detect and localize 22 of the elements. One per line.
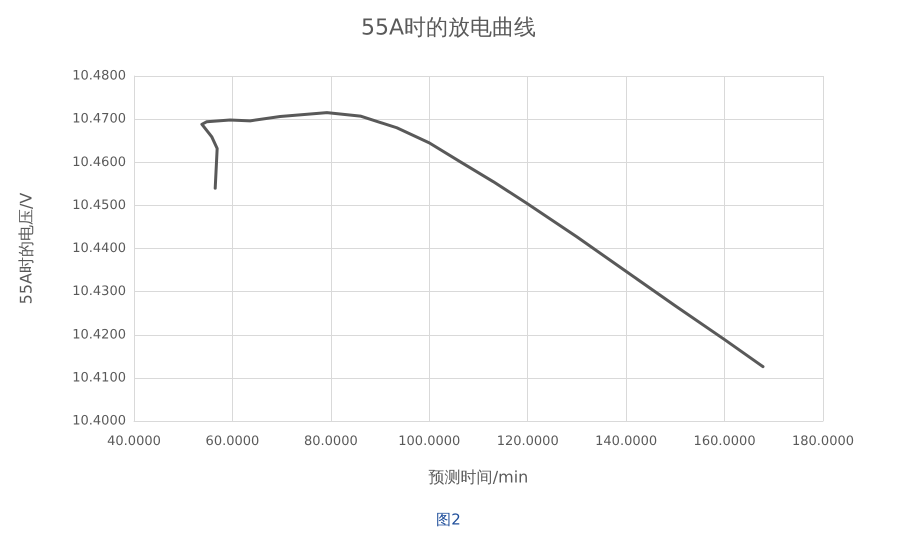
x-tick-label: 180.0000 — [792, 434, 854, 449]
y-tick-label: 10.4800 — [72, 68, 126, 84]
x-tick-label: 100.0000 — [398, 434, 460, 449]
caption: 图2 — [436, 510, 461, 528]
x-tick-label: 60.0000 — [206, 434, 260, 449]
y-tick-label: 10.4100 — [72, 370, 126, 386]
x-axis-title: 预测时间/min — [428, 468, 528, 486]
chart-title: 55A时的放电曲线 — [360, 16, 536, 40]
y-axis-title: 55A时的电压/V — [16, 192, 36, 304]
y-tick-label: 10.4200 — [72, 327, 126, 342]
y-tick-label: 10.4000 — [72, 414, 126, 428]
x-tick-label: 80.0000 — [304, 434, 358, 449]
y-tick-label: 10.4600 — [72, 154, 126, 170]
y-tick-label: 10.4300 — [72, 284, 126, 300]
y-tick-label: 10.4400 — [72, 241, 126, 256]
y-tick-label: 10.4700 — [72, 112, 126, 127]
line-series — [200, 111, 764, 368]
x-tick-label: 160.0000 — [694, 434, 756, 449]
x-tick-label: 120.0000 — [496, 434, 559, 449]
x-tick-label: 40.0000 — [107, 434, 161, 449]
x-tick-label: 140.0000 — [595, 434, 658, 449]
y-tick-label: 10.4500 — [72, 198, 126, 213]
